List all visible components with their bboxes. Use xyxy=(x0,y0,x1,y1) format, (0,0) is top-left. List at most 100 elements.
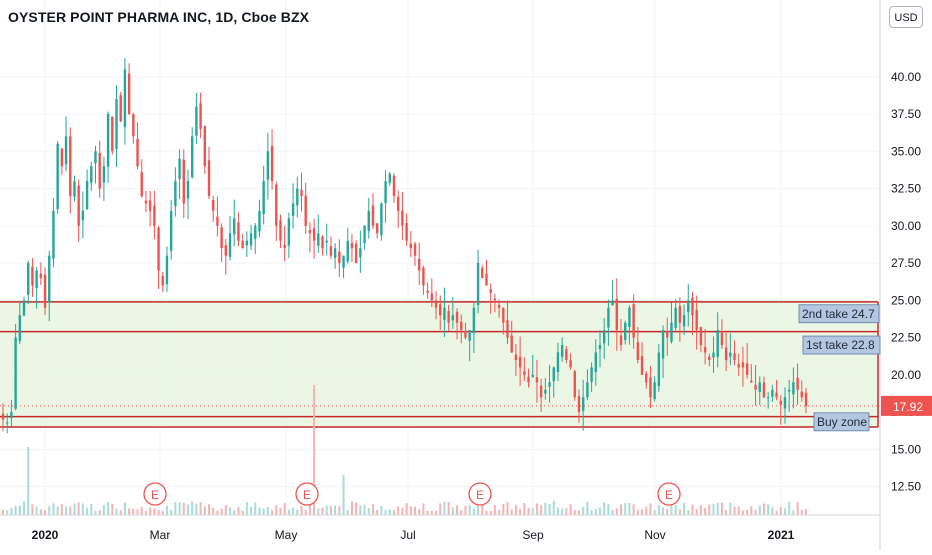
candle-body xyxy=(216,216,219,226)
candle-body xyxy=(783,397,787,409)
candle-body xyxy=(539,385,543,398)
candle-body xyxy=(119,95,122,122)
volume-bar xyxy=(741,510,744,515)
volume-bar xyxy=(157,510,160,515)
candle-body xyxy=(602,330,606,344)
volume-bar xyxy=(645,506,648,515)
candle-body xyxy=(52,210,55,259)
candle-body xyxy=(85,181,89,210)
x-tick-label: May xyxy=(275,528,298,542)
volume-bar xyxy=(767,504,770,515)
candle-body xyxy=(636,342,640,360)
candle-body xyxy=(241,240,244,249)
volume-bar xyxy=(683,502,686,515)
y-tick-label: 35.00 xyxy=(891,144,921,158)
candle-body xyxy=(405,222,408,241)
candle-body xyxy=(388,173,391,183)
volume-bar xyxy=(153,508,156,515)
y-tick-label: 27.50 xyxy=(891,256,921,270)
candle-body xyxy=(308,230,312,234)
volume-bar xyxy=(388,509,391,515)
volume-bar xyxy=(712,504,715,515)
volume-bar xyxy=(582,506,585,515)
volume-bar xyxy=(540,505,543,515)
candle-body xyxy=(758,382,761,392)
volume-bar xyxy=(779,506,782,515)
volume-bar xyxy=(380,506,383,515)
volume-bar xyxy=(73,503,76,515)
volume-bar xyxy=(367,508,370,515)
candle-body xyxy=(359,248,362,258)
volume-bar xyxy=(359,505,362,515)
volume-bar xyxy=(262,508,265,515)
y-tick-label: 20.00 xyxy=(891,368,921,382)
currency-button[interactable]: USD xyxy=(889,6,923,28)
volume-bar xyxy=(191,501,194,515)
candle-body xyxy=(174,181,177,207)
volume-bar xyxy=(783,508,786,515)
earnings-marker-label: E xyxy=(476,488,484,502)
candle-body xyxy=(628,307,631,328)
candle-body xyxy=(329,246,333,256)
volume-bar xyxy=(569,504,572,515)
volume-bar xyxy=(695,509,698,515)
candle-body xyxy=(392,175,396,197)
volume-bar xyxy=(561,508,564,515)
volume-bar xyxy=(123,502,126,515)
volume-bar xyxy=(161,510,164,515)
candle-body xyxy=(275,184,278,226)
volume-bar xyxy=(48,506,51,515)
candle-body xyxy=(678,306,682,323)
level-label: 1st take 22.8 xyxy=(806,338,875,352)
candle-body xyxy=(363,225,366,244)
earnings-marker xyxy=(468,482,492,506)
volume-bar xyxy=(35,506,38,515)
volume-bar xyxy=(325,505,328,515)
volume-bar xyxy=(535,503,538,515)
volume-bar xyxy=(435,510,438,515)
level-label: Buy zone xyxy=(817,415,867,429)
candle-body xyxy=(695,309,698,331)
candle-body xyxy=(212,199,215,211)
candle-body xyxy=(73,181,76,197)
volume-bar xyxy=(506,502,509,515)
trade-zones xyxy=(0,301,879,428)
volume-bar xyxy=(237,506,240,515)
volume-bar xyxy=(788,501,791,515)
volume-bar xyxy=(18,505,21,515)
volume-bar xyxy=(451,507,454,515)
x-tick-label: Sep xyxy=(522,528,544,542)
candle-body xyxy=(573,371,576,398)
volume-bar xyxy=(271,510,274,515)
candle-body xyxy=(560,345,564,357)
volume-bar xyxy=(628,502,631,515)
candle-body xyxy=(476,263,480,306)
x-tick-label: Nov xyxy=(644,528,665,542)
candle-body xyxy=(396,197,400,211)
volume-bar xyxy=(245,501,248,515)
candle-body xyxy=(224,245,228,256)
candle-body xyxy=(708,356,711,360)
candle-body xyxy=(569,360,572,368)
candle-body xyxy=(22,300,26,316)
volume-bar xyxy=(527,507,530,515)
axes: 40.00 37.50 35.00 32.50 30.00 27.50 25.00 22.50… xyxy=(0,0,921,550)
candle-body xyxy=(657,352,661,387)
volume-bar xyxy=(737,506,740,515)
volume-bar xyxy=(519,508,522,515)
level-label-box xyxy=(798,304,880,324)
volume-bar xyxy=(241,510,244,515)
candle-body xyxy=(422,267,425,286)
level-labels: 17.92 2nd take 24.7 1st take 22.8 Buy zone xyxy=(798,304,932,432)
candle-body xyxy=(165,255,169,285)
symbol-title[interactable]: OYSTER POINT PHARMA INC, 1D, Cboe BZX xyxy=(8,9,310,25)
volume-bar xyxy=(720,502,723,515)
candle-body xyxy=(380,203,383,236)
candle-body xyxy=(195,106,198,136)
volume-bar xyxy=(6,510,9,515)
candle-body xyxy=(153,205,156,226)
volume-bar xyxy=(258,507,261,515)
candle-body xyxy=(535,377,539,383)
candle-body xyxy=(497,304,501,308)
